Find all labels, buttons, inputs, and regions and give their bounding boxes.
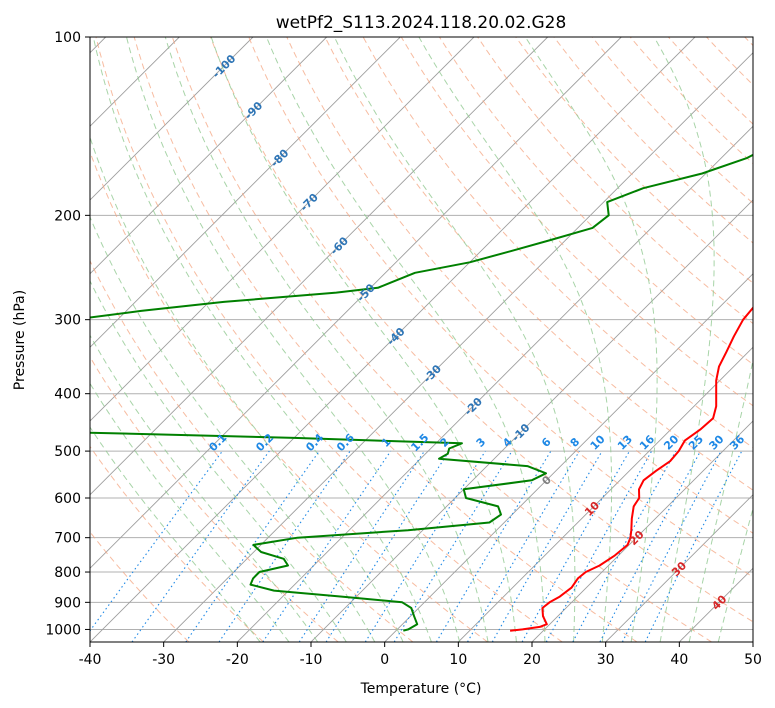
dry-adiabat [400, 37, 753, 407]
isotherm-line [236, 125, 753, 642]
isotherm-line [90, 37, 254, 201]
mixing-ratio-line [521, 450, 630, 642]
dry-adiabat [629, 37, 753, 165]
x-tick-label: -40 [79, 652, 102, 668]
mixing-ratio-line [393, 450, 513, 642]
mixing-ratio-line [491, 450, 603, 642]
y-tick-label: 200 [54, 208, 81, 224]
mixing-ratio-line [131, 450, 270, 642]
isotherm-line [90, 37, 401, 348]
x-tick-label: 50 [744, 652, 762, 668]
dry-adiabat [362, 37, 753, 449]
y-tick-label: 400 [54, 387, 81, 403]
dry-adiabat [171, 37, 712, 642]
isotherm-line [605, 494, 753, 642]
profile-lines [90, 153, 753, 632]
dry-adiabat [248, 37, 753, 578]
dry-adiabat [90, 445, 264, 642]
y-axis-label: Pressure (hPa) [12, 290, 28, 390]
x-tick-label: 40 [670, 652, 688, 668]
plot-frame [89, 36, 754, 643]
moist-adiabat [333, 37, 576, 642]
axis-ticks: -40 -30 -20 -10 0 10 20 30 40 50 100 200 300 400 500 60… [45, 30, 762, 668]
x-tick-label: 30 [597, 652, 615, 668]
dry-adiabat [591, 37, 753, 204]
dry-adiabat [515, 37, 753, 284]
isotherm-line [457, 346, 753, 642]
chart-title: wetPf2_S113.2024.118.20.02.G28 [276, 13, 567, 33]
isotherm-line [531, 420, 753, 642]
x-tick-label: 10 [449, 652, 467, 668]
moist-adiabat [418, 37, 613, 642]
y-tick-label: 700 [54, 531, 81, 547]
dry-adiabat [90, 259, 414, 642]
x-axis-label: Temperature (°C) [360, 681, 482, 697]
mixing-ratio-line [298, 450, 425, 642]
moist-adiabat [164, 37, 489, 642]
y-tick-label: 600 [54, 491, 81, 507]
dry-adiabat [210, 37, 753, 623]
temperature-profile [509, 306, 753, 632]
isotherm-line [90, 37, 475, 422]
dry-adiabat [95, 37, 563, 642]
isotherm-line [90, 37, 328, 275]
mixing-ratio-line [185, 450, 320, 642]
moist-adiabat [717, 506, 753, 642]
y-tick-label: 300 [54, 313, 81, 329]
isotherm-line [163, 52, 753, 642]
moist-adiabat [90, 334, 319, 642]
isotherm-line [384, 273, 753, 642]
mixing-ratio-line [325, 450, 450, 642]
moist-adiabat [90, 135, 404, 642]
mixing-ratio-line [90, 450, 223, 632]
moist-adiabat [688, 358, 753, 642]
x-tick-label: 20 [523, 652, 541, 668]
mixing-ratio-line [435, 450, 552, 642]
mixing-ratio-line [364, 450, 486, 642]
moist-adiabat [653, 37, 715, 642]
moist-adiabat [90, 382, 290, 642]
moist-adiabat [210, 37, 517, 642]
y-tick-label: 100 [54, 30, 81, 46]
dewpoint-profile [90, 153, 753, 632]
background-lines [90, 37, 753, 642]
mixing-ratio-line [467, 450, 580, 642]
y-tick-label: 1000 [45, 622, 81, 638]
dry-adiabat [133, 37, 638, 642]
y-tick-label: 900 [54, 595, 81, 611]
moist-adiabat [90, 215, 376, 642]
mixing-ratio-line [572, 450, 677, 642]
y-tick-label: 800 [54, 565, 81, 581]
moist-adiabat [266, 37, 546, 642]
mixing-ratio-line [545, 450, 653, 642]
y-tick-label: 500 [54, 444, 81, 460]
x-tick-label: -20 [226, 652, 249, 668]
moist-adiabat [524, 37, 658, 642]
x-tick-label: -10 [300, 652, 323, 668]
x-tick-label: -30 [152, 652, 175, 668]
moist-adiabat [92, 37, 432, 642]
moist-adiabat [90, 426, 261, 642]
isotherm-line [90, 37, 622, 569]
isotherm-line [90, 37, 696, 642]
isotherm-line [90, 37, 549, 496]
x-tick-label: 0 [380, 652, 389, 668]
dry-adiabat [324, 37, 753, 491]
moist-adiabat [126, 37, 461, 642]
dry-adiabat [477, 37, 753, 325]
